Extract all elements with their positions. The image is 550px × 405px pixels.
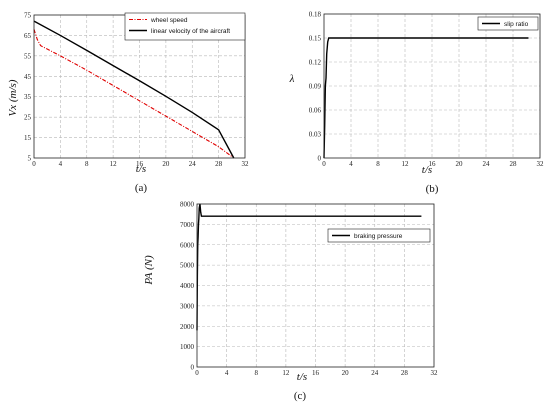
chart-b-ytick-label: 0.12 [309, 59, 322, 67]
chart-a-ytick-label: 15 [24, 134, 32, 142]
chart-c-ytick-label: 1000 [180, 343, 195, 351]
chart-b-xtick-label: 8 [376, 160, 380, 168]
chart-a-xtick-label: 28 [215, 160, 223, 168]
chart-c-panel-label: (c) [294, 390, 307, 402]
chart-b-legend-label-1: slip ratio [504, 21, 529, 28]
chart-c-xtick-label: 20 [342, 369, 350, 377]
chart-b-ytick-label: 0.03 [309, 131, 322, 139]
chart-c-xtick-label: 32 [431, 369, 439, 377]
chart-a-xtick-label: 0 [32, 160, 36, 168]
chart-b-ytick-label: 0.06 [309, 107, 322, 115]
chart-a-xtick-label: 16 [136, 160, 144, 168]
chart-c-ytick-label: 3000 [180, 302, 195, 310]
chart-b-xtick-label: 12 [402, 160, 410, 168]
chart-b-xtick-label: 0 [322, 160, 326, 168]
chart-b-ylabel: λ [289, 73, 295, 85]
chart-a-series-line-2 [33, 20, 235, 159]
chart-a-ytick-label: 25 [24, 114, 32, 122]
chart-c-xtick-label: 28 [401, 369, 409, 377]
chart-c-ytick-label: 0 [191, 364, 195, 372]
chart-c-ytick-label: 4000 [180, 282, 195, 290]
chart-c-xtick-label: 24 [371, 369, 379, 377]
chart-b-ytick-label: 0.15 [309, 35, 322, 43]
chart-c-xtick-label: 8 [255, 369, 259, 377]
chart-a-ytick-label: 75 [24, 12, 32, 20]
chart-a-xtick-label: 32 [242, 160, 250, 168]
chart-b-xlabel: t/s [422, 164, 432, 176]
chart-c-ytick-label: 8000 [180, 201, 195, 209]
chart-c-plot-frame [196, 203, 435, 368]
chart-c-ytick-label: 7000 [180, 221, 195, 229]
chart-a-legend-label-1: wheel speed [150, 17, 188, 24]
chart-a-ytick-label: 55 [24, 52, 32, 60]
chart-b-xtick-label: 32 [537, 160, 545, 168]
chart-a-xtick-label: 4 [59, 160, 63, 168]
chart-a-ylabel: Vx (m/s) [7, 79, 19, 116]
chart-a-xlabel: t/s [136, 163, 146, 175]
chart-c-ylabel: PA (N) [143, 255, 155, 286]
chart-a-ytick-label: 5 [28, 155, 32, 163]
chart-a-series-line-1 [33, 29, 235, 159]
chart-a-legend-label-2: linear velocity of the aircraft [151, 28, 230, 35]
chart-c-ytick-label: 6000 [180, 241, 195, 249]
chart-a-ytick-label: 35 [24, 93, 32, 101]
chart-b-series-line-1 [323, 37, 529, 159]
chart-a-xtick-label: 8 [85, 160, 89, 168]
chart-c-xtick-label: 12 [282, 369, 290, 377]
chart-b-panel-label: (b) [426, 183, 439, 195]
chart-b-plot-frame [323, 13, 541, 159]
chart-c-xlabel: t/s [297, 371, 307, 383]
chart-c-xtick-label: 16 [312, 369, 320, 377]
chart-a-wheel-speed-velocity: Vx (m/s) t/s (a) 0 4 8 12 16 20 24 28 32 5 15 25 35 4… [7, 12, 249, 195]
chart-b-ytick-label: 0.09 [309, 83, 322, 91]
chart-c-legend [327, 228, 431, 243]
chart-b-xtick-label: 16 [429, 160, 437, 168]
chart-b-xtick-label: 20 [456, 160, 464, 168]
chart-b-legend [477, 16, 539, 31]
chart-a-ytick-label: 65 [24, 32, 32, 40]
chart-c-legend-label-1: braking pressure [354, 233, 403, 240]
chart-a-ytick-label: 45 [24, 73, 32, 81]
chart-a-xtick-label: 12 [110, 160, 118, 168]
chart-a-xtick-label: 24 [189, 160, 197, 168]
chart-c-braking-pressure: PA (N) t/s (c) 0 4 8 12 16 20 24 28 32 0 1000 2000 3… [143, 201, 438, 403]
chart-b-ytick-label: 0.18 [309, 11, 322, 19]
chart-b-slip-ratio: λ t/s (b) 0 4 8 12 16 20 24 28 32 0 0.03 0.06 0.09 0.… [289, 11, 544, 196]
chart-c-ytick-label: 2000 [180, 323, 195, 331]
chart-b-xtick-label: 4 [349, 160, 353, 168]
chart-b-xtick-label: 28 [510, 160, 518, 168]
chart-c-xtick-label: 0 [195, 369, 199, 377]
chart-b-xtick-label: 24 [483, 160, 491, 168]
chart-c-series-line-1 [196, 203, 422, 331]
chart-a-legend [124, 12, 246, 41]
chart-c-xtick-label: 4 [225, 369, 229, 377]
chart-a-panel-label: (a) [135, 182, 148, 194]
chart-b-ytick-label: 0 [318, 155, 322, 163]
chart-a-xtick-label: 20 [162, 160, 170, 168]
chart-c-ytick-label: 5000 [180, 262, 195, 270]
